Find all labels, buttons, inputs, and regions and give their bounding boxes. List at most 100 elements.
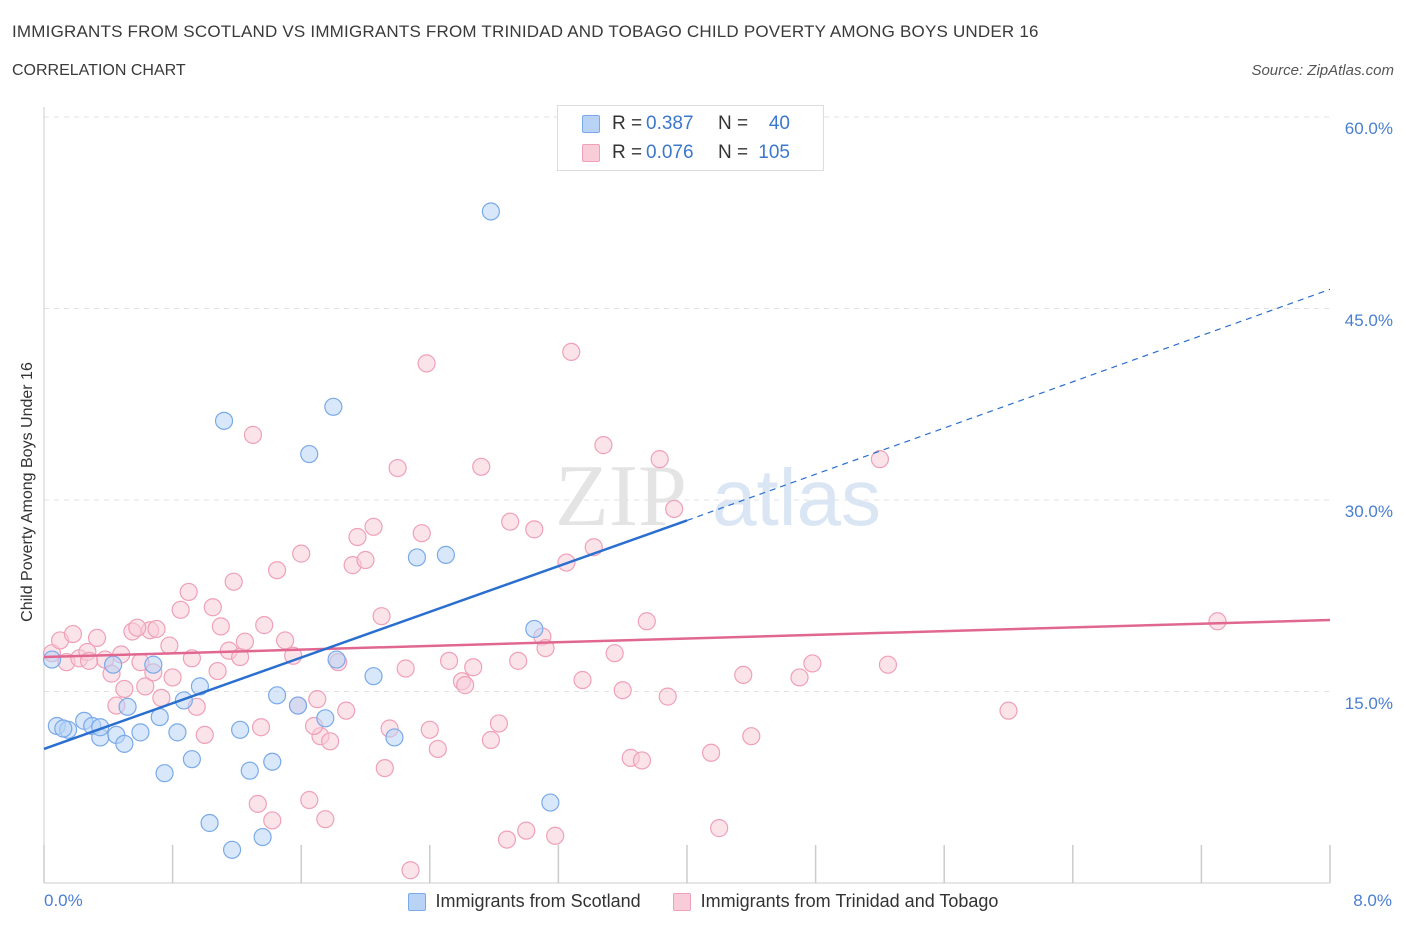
data-point (870, 450, 890, 469)
data-point (324, 397, 343, 416)
series-scotland-points (42, 202, 560, 859)
legend-n-value: 105 (758, 142, 790, 163)
data-point (517, 821, 536, 840)
legend-item-trinidad: Immigrants from Trinidad and Tobago (672, 891, 998, 912)
data-point (104, 655, 123, 674)
data-point (63, 624, 83, 644)
data-point (372, 607, 391, 626)
legend-r-label: R = (612, 113, 643, 134)
data-point (263, 752, 282, 771)
legend-r-value: 0.387 (646, 113, 694, 134)
data-point (1208, 612, 1227, 631)
legend-label-scotland: Immigrants from Scotland (435, 891, 641, 911)
data-point (179, 582, 198, 602)
legend-n-label: N = (718, 113, 749, 134)
data-point (195, 725, 214, 745)
data-point (605, 644, 624, 663)
data-point (472, 457, 491, 476)
data-point (650, 450, 669, 469)
legend-item-scotland: Immigrants from Scotland (407, 891, 641, 912)
data-point (489, 714, 509, 733)
trend-line-trinidad (43, 618, 1331, 659)
data-point (327, 650, 346, 669)
data-point (632, 751, 652, 770)
legend-r-label: R = (612, 142, 643, 163)
legend-swatch-trinidad (582, 144, 600, 162)
data-point (878, 655, 898, 674)
data-point (388, 458, 407, 478)
data-point (163, 668, 182, 687)
data-point (546, 826, 565, 845)
data-point (276, 631, 295, 650)
data-point (214, 411, 234, 430)
data-point (613, 681, 632, 700)
axes (43, 107, 1331, 884)
data-point (525, 619, 544, 639)
data-point (573, 670, 592, 690)
legend-r-value: 0.076 (646, 142, 694, 163)
data-point (999, 701, 1018, 720)
data-point (428, 739, 447, 759)
legend-swatch-scotland (407, 892, 426, 911)
data-point (456, 676, 475, 695)
data-point (147, 619, 166, 639)
data-point (222, 840, 242, 859)
x-tick-label: 0.0% (44, 891, 83, 910)
data-point (525, 520, 544, 539)
data-point (501, 512, 520, 531)
data-point (436, 545, 455, 564)
data-point (385, 728, 404, 747)
data-point (267, 686, 287, 705)
data-point (231, 720, 250, 739)
data-point (182, 750, 201, 769)
data-point (115, 734, 134, 753)
data-point (734, 665, 753, 685)
data-point (288, 696, 308, 715)
data-point (253, 827, 272, 847)
data-point (481, 202, 500, 221)
data-point (541, 793, 560, 812)
data-point (240, 761, 259, 780)
data-point (337, 701, 356, 720)
data-point (243, 425, 263, 444)
data-point (87, 628, 107, 647)
data-point (790, 668, 809, 687)
data-point (224, 572, 243, 591)
stats-legend: R = 0.387 N = 40 R = 0.076 N = 105 (557, 105, 824, 171)
legend-swatch-scotland (582, 115, 600, 133)
data-point (42, 650, 62, 669)
data-point (356, 550, 375, 570)
data-point (160, 636, 179, 655)
legend-swatch-trinidad (672, 892, 691, 911)
legend-row-trinidad: R = 0.076 N = 105 (582, 141, 790, 165)
data-point (509, 651, 528, 670)
data-point (658, 687, 677, 706)
data-point (481, 730, 500, 750)
data-point (136, 677, 155, 696)
data-point (803, 654, 822, 673)
trend-line-scotland-extension (686, 288, 1331, 521)
data-point (128, 618, 147, 637)
y-tick-label: 15.0% (1344, 693, 1393, 713)
data-point (348, 527, 367, 547)
series-legend: Immigrants from Scotland Immigrants from… (0, 891, 1406, 912)
data-point (594, 436, 613, 455)
data-point (190, 677, 210, 696)
legend-n-label: N = (718, 142, 749, 163)
data-point (300, 790, 319, 810)
data-point (702, 743, 721, 762)
y-tick-label: 30.0% (1344, 502, 1393, 521)
data-point (464, 658, 483, 677)
trend-line-scotland (43, 519, 688, 751)
chart-title: IMMIGRANTS FROM SCOTLAND VS IMMIGRANTS F… (12, 22, 1039, 41)
data-point (131, 723, 150, 742)
data-point (255, 616, 274, 635)
data-point (54, 719, 73, 738)
data-point (439, 651, 459, 670)
data-point (200, 813, 219, 833)
data-point (412, 524, 431, 543)
data-point (710, 819, 729, 838)
data-point (364, 667, 383, 686)
trend-lines (43, 288, 1331, 751)
